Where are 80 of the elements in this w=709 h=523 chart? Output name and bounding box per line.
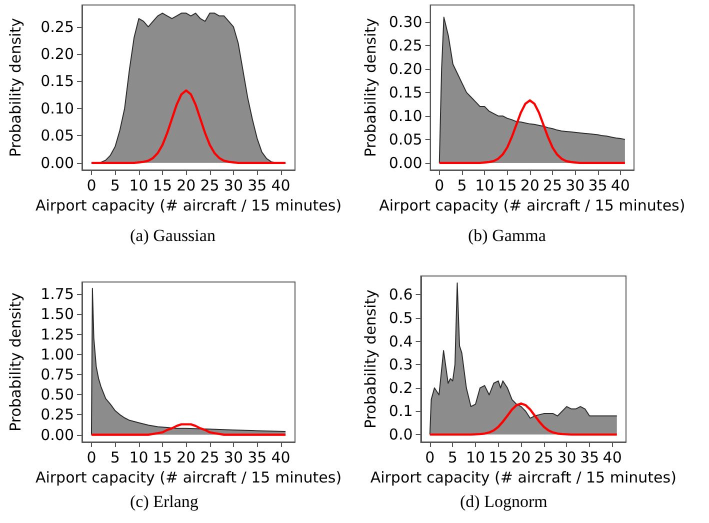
y-tick-label: 1.50 — [40, 305, 74, 324]
x-axis-title: Airport capacity (# aircraft / 15 minutes) — [35, 196, 342, 214]
x-tick-label: 30 — [224, 448, 244, 466]
y-tick-label: 0.5 — [388, 308, 413, 327]
x-tick-label: 15 — [498, 176, 517, 194]
x-tick-label: 5 — [110, 448, 120, 466]
y-tick-label: 0.25 — [388, 36, 422, 54]
x-tick-label: 25 — [534, 448, 554, 466]
x-tick-label: 20 — [176, 448, 196, 466]
y-tick-label: 0.10 — [388, 106, 422, 125]
y-tick-label: 0.25 — [40, 406, 74, 424]
y-tick-label: 0.25 — [40, 18, 74, 36]
x-tick-label: 40 — [610, 176, 630, 194]
y-tick-label: 0.30 — [388, 12, 422, 31]
x-tick-label: 30 — [224, 176, 244, 194]
y-tick-label: 0.75 — [40, 365, 74, 384]
y-tick-label: 0.0 — [388, 426, 413, 444]
x-tick-label: 5 — [457, 176, 467, 194]
x-tick-label: 35 — [588, 176, 608, 194]
y-tick-label: 0.00 — [40, 426, 74, 444]
x-tick-label: 40 — [271, 448, 290, 466]
x-tick-label: 25 — [200, 176, 220, 194]
y-tick-label: 1.00 — [40, 345, 74, 364]
y-axis-title: Probability density — [6, 18, 24, 158]
x-tick-label: 30 — [557, 448, 576, 466]
y-axis-title: Probability density — [6, 292, 24, 432]
x-tick-label: 40 — [271, 176, 290, 194]
y-tick-label: 0.05 — [388, 130, 422, 148]
x-tick-label: 20 — [520, 176, 540, 194]
x-axis-title: Airport capacity (# aircraft / 15 minutes) — [370, 468, 676, 486]
x-tick-label: 0 — [86, 176, 96, 194]
x-axis-title: Airport capacity (# aircraft / 15 minutes) — [379, 196, 686, 214]
line-series — [90, 423, 287, 436]
x-tick-label: 25 — [542, 176, 562, 194]
x-axis-title: Airport capacity (# aircraft / 15 minutes) — [35, 468, 342, 486]
text: (d) Lognorm — [460, 492, 548, 511]
y-tick-label: 0.15 — [40, 72, 74, 90]
x-tick-label: 35 — [580, 448, 600, 466]
y-tick-label: 0.20 — [388, 60, 422, 78]
x-tick-label: 15 — [152, 176, 172, 194]
line-series — [90, 89, 287, 164]
y-tick-label: 0.50 — [40, 386, 74, 404]
y-axis-title: Probability density — [362, 289, 380, 429]
y-tick-label: 0.2 — [388, 378, 413, 397]
y-tick-label: 0.00 — [40, 154, 74, 172]
text: (a) Gaussian — [130, 226, 216, 245]
y-tick-label: 0.15 — [388, 83, 422, 102]
y-tick-label: 0.4 — [388, 332, 413, 350]
x-tick-label: 0 — [434, 176, 444, 194]
y-axis-title: Probability density — [362, 18, 380, 158]
x-tick-label: 25 — [200, 448, 220, 466]
y-tick-label: 0.3 — [388, 356, 413, 374]
y-tick-label: 0.05 — [40, 126, 74, 145]
x-tick-label: 5 — [448, 448, 458, 466]
x-tick-label: 5 — [110, 176, 120, 194]
y-tick-label: 1.25 — [40, 325, 74, 344]
y-tick-label: 0.6 — [388, 286, 413, 304]
x-tick-label: 10 — [466, 448, 486, 466]
line-series — [438, 99, 626, 164]
x-tick-label: 30 — [566, 176, 585, 194]
line-series — [428, 402, 618, 436]
x-tick-label: 35 — [248, 176, 267, 194]
x-tick-label: 40 — [602, 448, 622, 466]
y-tick-label: 0.1 — [388, 402, 413, 420]
x-tick-label: 15 — [488, 448, 508, 466]
x-tick-label: 35 — [248, 448, 267, 466]
x-tick-label: 10 — [475, 176, 494, 194]
x-tick-label: 15 — [152, 448, 172, 466]
x-tick-label: 0 — [425, 448, 435, 466]
y-tick-label: 0.00 — [388, 154, 422, 172]
text: (c) Erlang — [130, 492, 199, 511]
x-tick-label: 10 — [129, 176, 148, 194]
y-tick-label: 1.75 — [40, 285, 74, 304]
y-tick-label: 0.10 — [40, 99, 74, 118]
x-tick-label: 20 — [176, 176, 196, 194]
text: (b) Gamma — [468, 226, 546, 245]
y-tick-label: 0.20 — [40, 45, 74, 64]
x-tick-label: 0 — [86, 448, 96, 466]
x-tick-label: 10 — [129, 448, 148, 466]
x-tick-label: 20 — [512, 448, 531, 466]
